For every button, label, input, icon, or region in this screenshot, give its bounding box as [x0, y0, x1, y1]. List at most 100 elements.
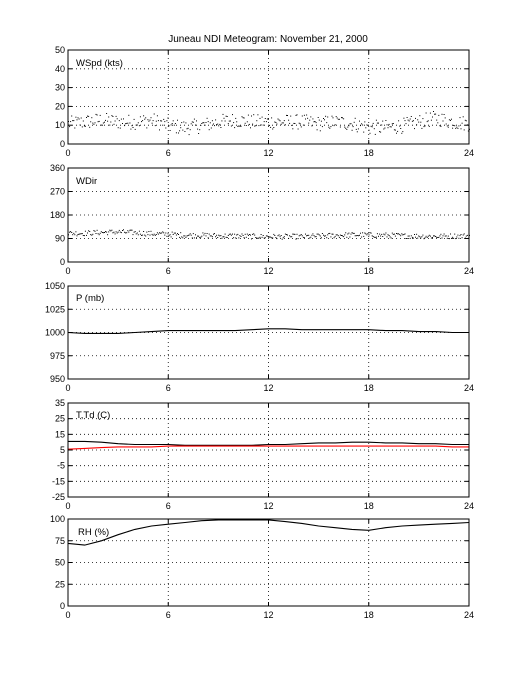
data-point [100, 231, 102, 233]
data-point [220, 127, 222, 128]
data-point [401, 233, 403, 235]
data-point [219, 235, 221, 237]
data-point [262, 124, 264, 126]
data-point [311, 125, 313, 127]
data-point [225, 115, 227, 117]
x-tick-label: 12 [263, 610, 273, 620]
data-point [76, 119, 78, 121]
data-point [410, 116, 412, 117]
data-point [226, 237, 228, 238]
data-point [429, 235, 431, 237]
data-point [436, 236, 438, 238]
data-point [72, 120, 74, 122]
data-point [192, 233, 194, 235]
data-point [307, 234, 309, 236]
data-point [154, 125, 156, 127]
data-point [127, 230, 129, 232]
data-point [269, 236, 270, 238]
data-point [453, 237, 455, 239]
data-point [72, 234, 74, 236]
data-point [270, 126, 272, 128]
data-point [105, 119, 106, 121]
data-point [163, 118, 165, 120]
data-point [391, 123, 393, 125]
data-point [89, 126, 91, 128]
data-point [334, 236, 336, 238]
data-point [325, 235, 327, 237]
data-point [186, 235, 188, 237]
data-point [387, 127, 389, 129]
panel-label: RH (%) [78, 527, 109, 538]
data-point [130, 229, 132, 231]
data-point [126, 122, 128, 124]
y-tick-label: 30 [55, 83, 65, 93]
data-point [404, 120, 406, 122]
data-point [160, 120, 162, 122]
data-point [330, 236, 332, 238]
data-point [119, 231, 121, 233]
x-tick-label: 0 [65, 266, 70, 276]
y-tick-label: 180 [50, 210, 65, 220]
data-point [226, 116, 228, 117]
data-point [350, 233, 352, 235]
data-point [300, 234, 302, 236]
data-point [112, 116, 114, 117]
data-point [125, 232, 127, 234]
data-point [398, 120, 400, 122]
data-point [195, 124, 196, 126]
data-point [157, 120, 159, 122]
data-point [171, 231, 173, 233]
data-point [168, 235, 170, 237]
data-point [450, 233, 451, 235]
data-point [187, 235, 189, 236]
y-tick-label: 50 [55, 45, 65, 55]
data-point [144, 234, 146, 236]
data-point [99, 114, 101, 116]
data-point [387, 234, 389, 236]
data-point [269, 124, 270, 126]
data-point [416, 124, 418, 126]
data-point [232, 233, 233, 235]
data-point [401, 132, 403, 134]
data-point [136, 232, 138, 234]
data-point [383, 233, 385, 235]
data-point [172, 120, 174, 122]
data-point [87, 232, 88, 234]
data-point [300, 126, 302, 128]
data-point [415, 117, 416, 119]
data-point [293, 122, 295, 124]
data-point [357, 235, 359, 237]
data-point [263, 237, 265, 239]
data-point [188, 234, 190, 236]
data-point [325, 115, 327, 117]
data-point [108, 231, 110, 233]
data-point [261, 236, 263, 238]
data-point [301, 115, 303, 117]
data-point [389, 236, 391, 238]
data-point [145, 235, 147, 237]
data-point [179, 130, 181, 132]
data-point [438, 236, 440, 238]
data-point [294, 123, 296, 124]
data-point [435, 113, 437, 115]
data-point [385, 232, 387, 234]
data-point [162, 124, 164, 126]
data-point [403, 117, 405, 119]
data-point [155, 234, 157, 235]
data-point [234, 127, 236, 129]
data-point [82, 120, 84, 122]
data-point [405, 238, 407, 239]
data-point [334, 124, 336, 126]
data-point [74, 127, 76, 129]
data-point [107, 234, 109, 236]
data-point [284, 124, 286, 126]
data-point [314, 121, 316, 122]
data-point [412, 120, 414, 122]
data-point [165, 232, 167, 234]
data-point [201, 123, 203, 124]
data-point [120, 232, 122, 234]
data-point [94, 122, 96, 124]
data-point [237, 233, 239, 235]
data-point [69, 231, 71, 233]
y-tick-label: 1000 [45, 328, 65, 338]
